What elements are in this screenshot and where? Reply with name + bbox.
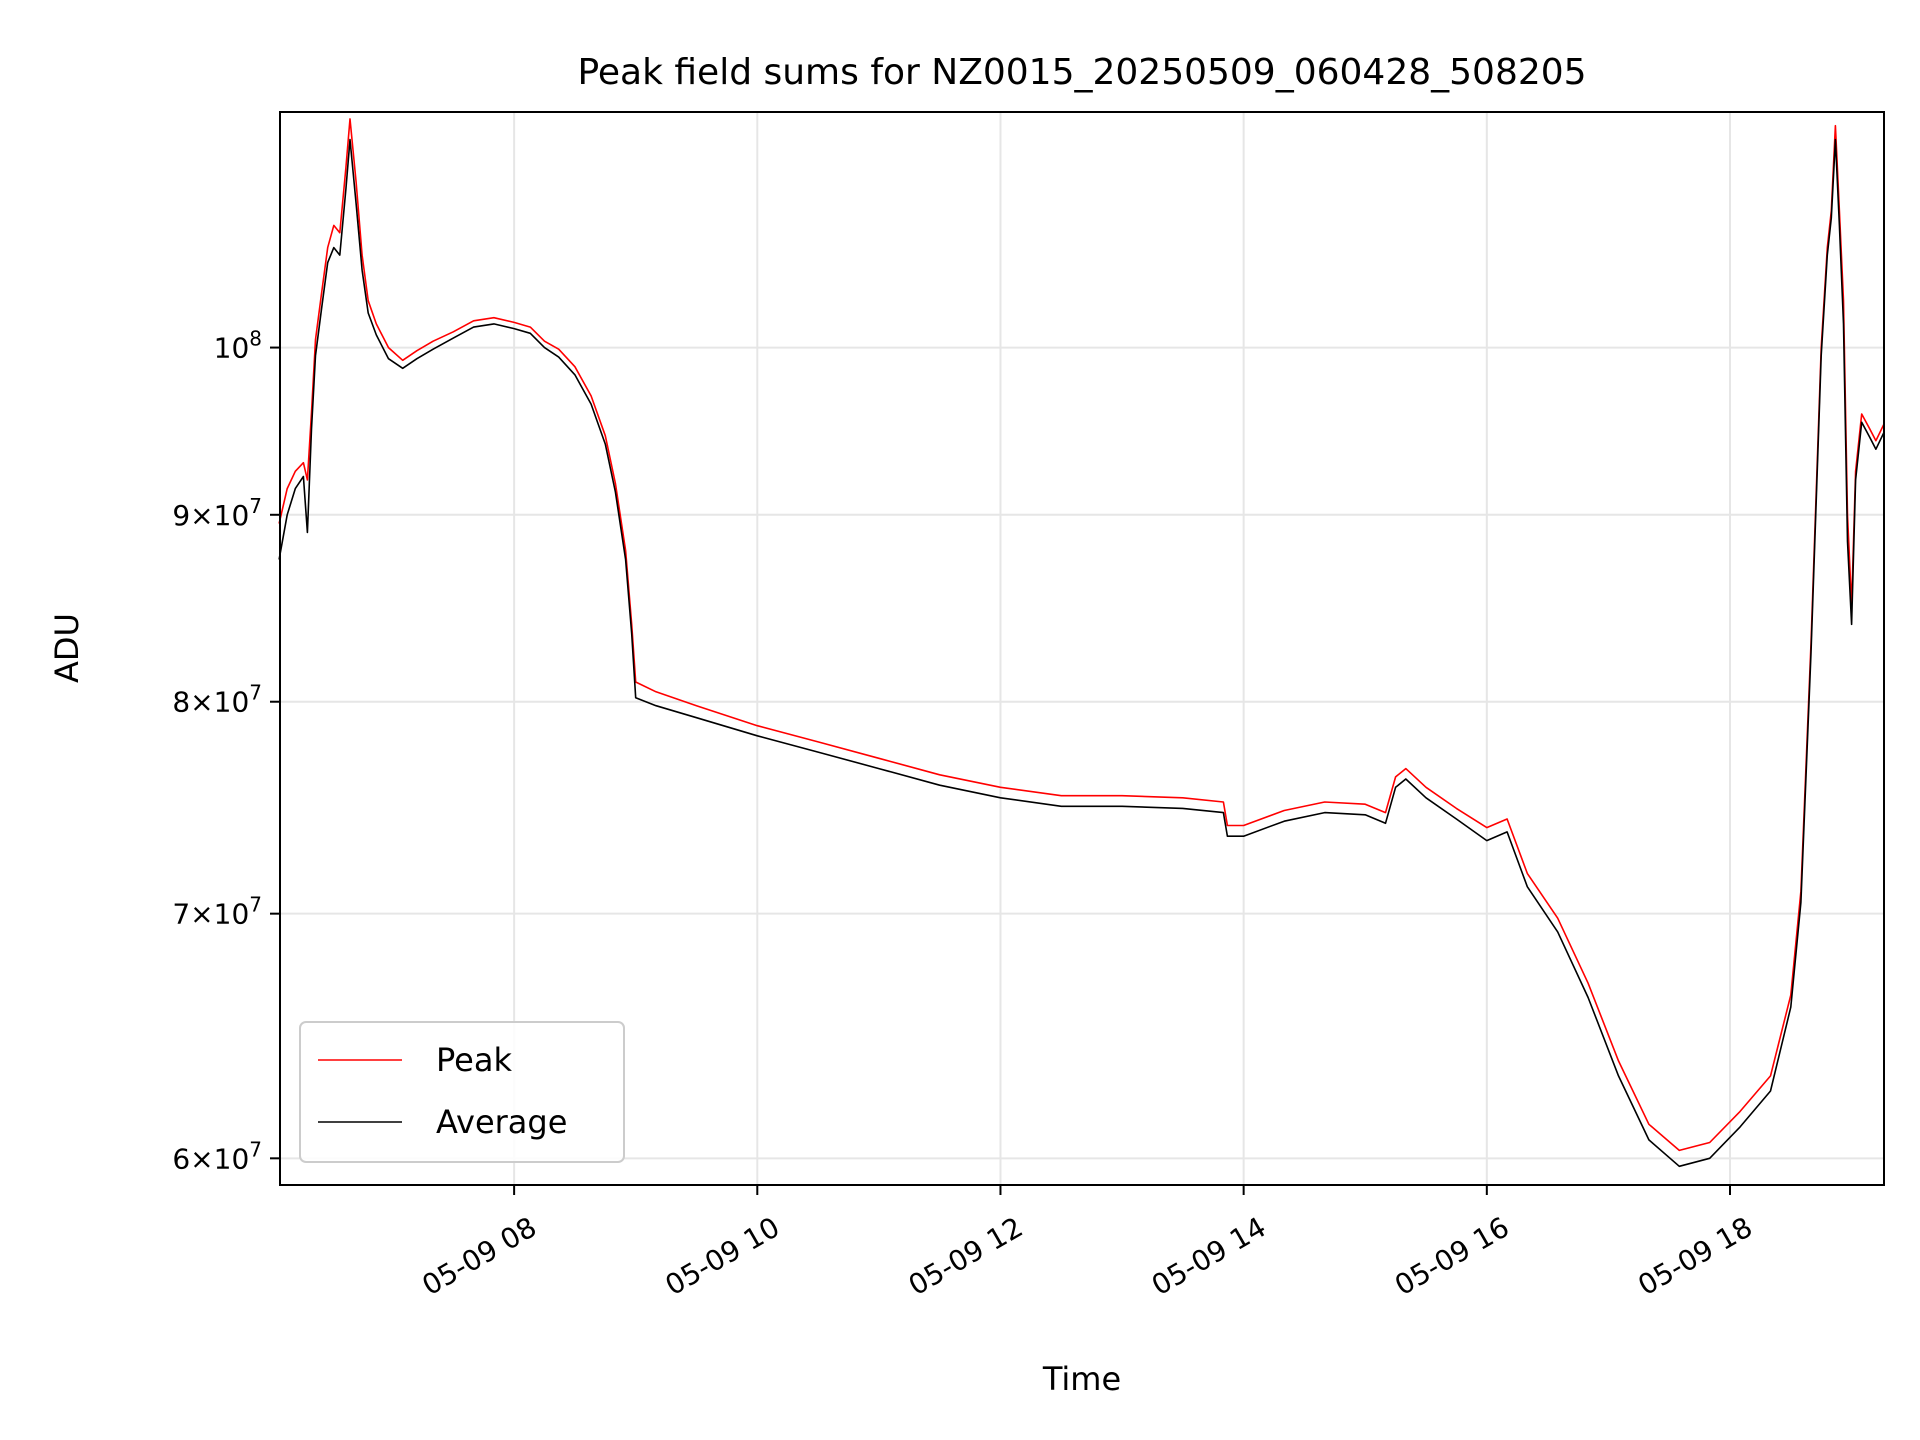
chart-title: Peak field sums for NZ0015_20250509_0604… xyxy=(577,52,1586,93)
y-axis: 6×107 7×107 8×107 9×107 108 xyxy=(172,327,280,1175)
series-line-average xyxy=(278,138,1885,1168)
x-axis-title: Time xyxy=(1042,1360,1121,1398)
y-tick-label: 9×107 xyxy=(172,494,262,532)
y-tick-label: 7×107 xyxy=(172,893,262,931)
legend-label-peak: Peak xyxy=(436,1041,512,1079)
y-tick-label: 8×107 xyxy=(172,681,262,719)
plot-area-frame xyxy=(279,111,1885,1186)
y-tick-label: 6×107 xyxy=(172,1137,262,1175)
legend: Peak Average xyxy=(299,1021,625,1163)
y-tick-label: 108 xyxy=(214,327,262,365)
legend-label-average: Average xyxy=(436,1103,567,1141)
series-group xyxy=(278,118,1885,1168)
y-axis-title: ADU xyxy=(48,613,86,683)
legend-box xyxy=(299,1021,625,1163)
